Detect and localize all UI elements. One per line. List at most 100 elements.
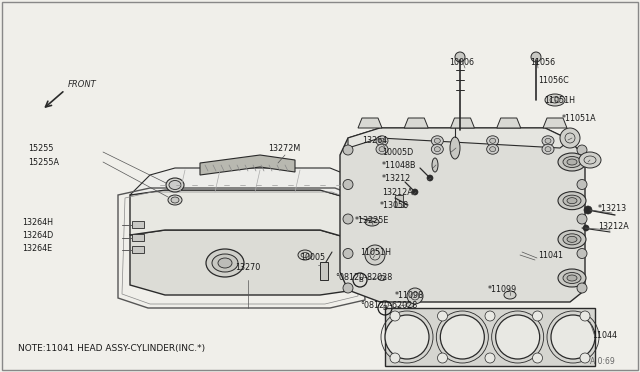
Circle shape xyxy=(343,214,353,224)
Polygon shape xyxy=(543,118,567,128)
Circle shape xyxy=(343,180,353,189)
Bar xyxy=(132,246,144,253)
Text: *11098: *11098 xyxy=(395,291,424,299)
Ellipse shape xyxy=(579,152,601,168)
Circle shape xyxy=(532,311,543,321)
Text: °08120-62028: °08120-62028 xyxy=(360,301,417,310)
Circle shape xyxy=(580,353,590,363)
Polygon shape xyxy=(348,128,570,148)
Ellipse shape xyxy=(567,159,577,165)
Ellipse shape xyxy=(431,144,444,154)
Ellipse shape xyxy=(563,234,581,245)
Circle shape xyxy=(343,283,353,293)
Circle shape xyxy=(531,52,541,62)
Polygon shape xyxy=(130,190,355,240)
Polygon shape xyxy=(130,230,355,295)
Text: B: B xyxy=(383,305,387,311)
Circle shape xyxy=(495,315,540,359)
Text: 10006: 10006 xyxy=(449,58,474,67)
Bar xyxy=(132,234,144,241)
Ellipse shape xyxy=(378,276,386,280)
Ellipse shape xyxy=(435,138,440,143)
Ellipse shape xyxy=(432,158,438,172)
Polygon shape xyxy=(451,118,474,128)
Ellipse shape xyxy=(542,136,554,146)
Circle shape xyxy=(343,145,353,155)
Text: 13264E: 13264E xyxy=(22,244,52,253)
Circle shape xyxy=(485,311,495,321)
Text: °08120-82028: °08120-82028 xyxy=(335,273,392,282)
Circle shape xyxy=(365,245,385,265)
Circle shape xyxy=(584,206,592,214)
Ellipse shape xyxy=(490,138,495,143)
Text: FRONT: FRONT xyxy=(68,80,97,89)
Text: NOTE:11041 HEAD ASSY-CYLINDER(INC.*): NOTE:11041 HEAD ASSY-CYLINDER(INC.*) xyxy=(18,343,205,353)
Text: 11044: 11044 xyxy=(592,330,617,340)
Ellipse shape xyxy=(365,218,379,226)
Circle shape xyxy=(577,248,587,259)
Bar xyxy=(385,308,595,366)
Ellipse shape xyxy=(435,147,440,152)
Ellipse shape xyxy=(567,198,577,203)
Polygon shape xyxy=(404,118,428,128)
Text: 11041: 11041 xyxy=(538,250,563,260)
Circle shape xyxy=(485,353,495,363)
Ellipse shape xyxy=(486,136,499,146)
Text: A 0:69: A 0:69 xyxy=(590,357,615,366)
Ellipse shape xyxy=(171,197,179,203)
Circle shape xyxy=(560,128,580,148)
Circle shape xyxy=(385,315,429,359)
Ellipse shape xyxy=(406,302,414,308)
Text: B: B xyxy=(358,277,364,283)
Text: 15255A: 15255A xyxy=(28,157,59,167)
Ellipse shape xyxy=(545,147,551,152)
Text: 11051H: 11051H xyxy=(544,96,575,105)
Circle shape xyxy=(343,248,353,259)
Polygon shape xyxy=(497,118,521,128)
Bar xyxy=(132,221,144,228)
Ellipse shape xyxy=(376,136,388,146)
Text: *13058: *13058 xyxy=(380,201,409,209)
Ellipse shape xyxy=(545,94,565,106)
Ellipse shape xyxy=(168,195,182,205)
Text: 10005: 10005 xyxy=(300,253,325,263)
Ellipse shape xyxy=(563,157,581,167)
Text: 13212A: 13212A xyxy=(598,221,628,231)
Ellipse shape xyxy=(379,138,385,143)
Polygon shape xyxy=(200,155,295,175)
Circle shape xyxy=(577,180,587,189)
Circle shape xyxy=(440,315,484,359)
Ellipse shape xyxy=(504,291,516,299)
Ellipse shape xyxy=(563,273,581,283)
Text: 10005D: 10005D xyxy=(382,148,413,157)
Circle shape xyxy=(532,353,543,363)
Circle shape xyxy=(455,52,465,62)
Text: 13270: 13270 xyxy=(236,263,260,273)
Circle shape xyxy=(583,225,589,231)
Text: *13212: *13212 xyxy=(382,173,412,183)
Text: 13264: 13264 xyxy=(362,135,387,144)
Ellipse shape xyxy=(558,153,586,171)
Ellipse shape xyxy=(567,236,577,242)
Ellipse shape xyxy=(212,254,238,272)
Circle shape xyxy=(412,189,418,195)
Circle shape xyxy=(427,175,433,181)
Circle shape xyxy=(390,353,400,363)
Text: 13264D: 13264D xyxy=(22,231,53,240)
Text: 13212A: 13212A xyxy=(382,187,413,196)
Ellipse shape xyxy=(379,147,385,152)
Text: 13264H: 13264H xyxy=(22,218,53,227)
Text: 11051H: 11051H xyxy=(360,247,391,257)
Ellipse shape xyxy=(563,195,581,206)
Ellipse shape xyxy=(431,136,444,146)
Ellipse shape xyxy=(558,269,586,287)
Circle shape xyxy=(438,311,447,321)
Circle shape xyxy=(580,311,590,321)
Circle shape xyxy=(577,145,587,155)
Text: *11099: *11099 xyxy=(488,285,517,295)
Bar xyxy=(320,262,328,280)
Polygon shape xyxy=(130,168,355,200)
Ellipse shape xyxy=(376,144,388,154)
Circle shape xyxy=(551,315,595,359)
Ellipse shape xyxy=(218,258,232,268)
